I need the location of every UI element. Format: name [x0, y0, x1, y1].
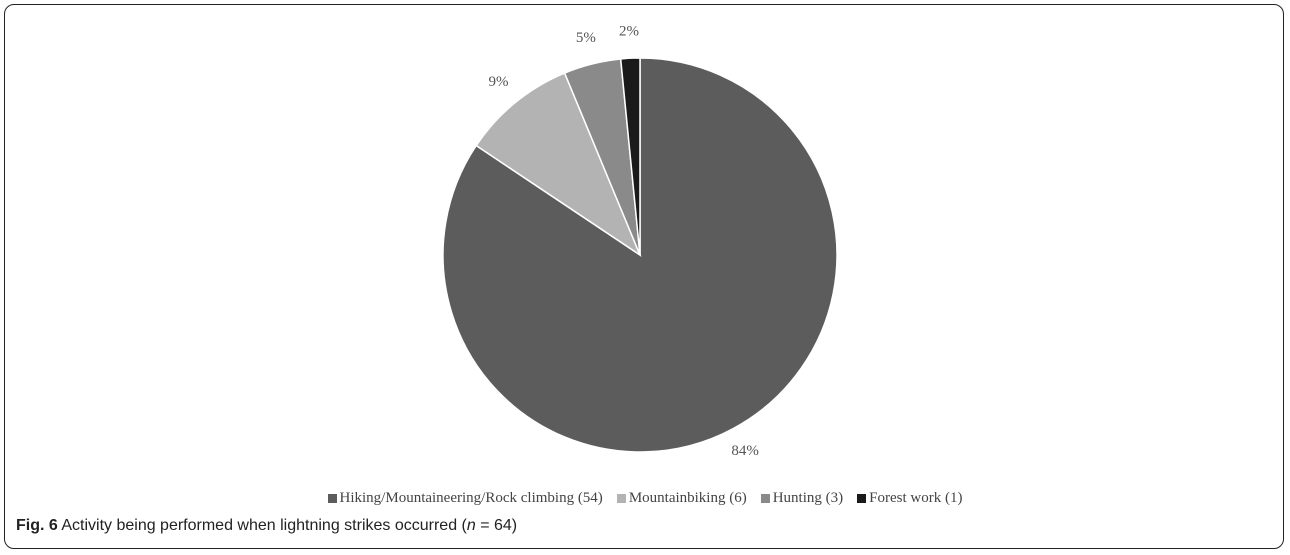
- legend-swatch-hiking-mountaineering-rock-climbing: [327, 493, 337, 503]
- caption-text-before: Activity being performed when lightning …: [61, 517, 467, 534]
- figure-caption: Fig. 6 Activity being performed when lig…: [16, 517, 517, 535]
- pie-slice-hiking-mountaineering-rock-climbing: [442, 57, 838, 453]
- legend-label-hiking-mountaineering-rock-climbing: Hiking/Mountaineering/Rock climbing (54): [339, 489, 603, 506]
- pie-label-hunting: 5%: [576, 30, 596, 46]
- legend-swatch-forest-work: [857, 493, 867, 503]
- caption-n-symbol: n: [466, 517, 476, 534]
- chart-legend: Hiking/Mountaineering/Rock climbing (54)…: [0, 488, 1290, 508]
- legend-item-mountainbiking: Mountainbiking (6): [616, 489, 747, 507]
- legend-label-mountainbiking: Mountainbiking (6): [628, 489, 747, 506]
- figure-number: Fig. 6: [16, 517, 58, 534]
- pie-labels: 84% 9% 5% 2%: [489, 24, 759, 459]
- pie-slice-mountainbiking: [475, 72, 642, 257]
- pie-label-mountainbiking: 9%: [489, 74, 509, 90]
- caption-text: Activity being performed when lightning …: [61, 517, 517, 534]
- pie-slice-forest-work: [619, 57, 641, 256]
- legend-item-forest-work: Forest work (1): [857, 490, 962, 507]
- legend-item-hunting: Hunting (3): [760, 489, 844, 507]
- pie-slices: [442, 57, 838, 453]
- legend-item-hiking-mountaineering-rock-climbing: Hiking/Mountaineering/Rock climbing (54): [327, 489, 603, 507]
- legend-label-hunting: Hunting (3): [772, 489, 844, 506]
- caption-text-after: = 64): [475, 517, 518, 534]
- pie-label-forest-work: 2%: [619, 24, 639, 40]
- legend-label-forest-work: Forest work (1): [869, 489, 963, 506]
- legend-swatch-hunting: [760, 493, 770, 503]
- legend-swatch-mountainbiking: [616, 493, 626, 503]
- pie-label-hiking-mountaineering-rock-climbing: 84%: [731, 443, 759, 459]
